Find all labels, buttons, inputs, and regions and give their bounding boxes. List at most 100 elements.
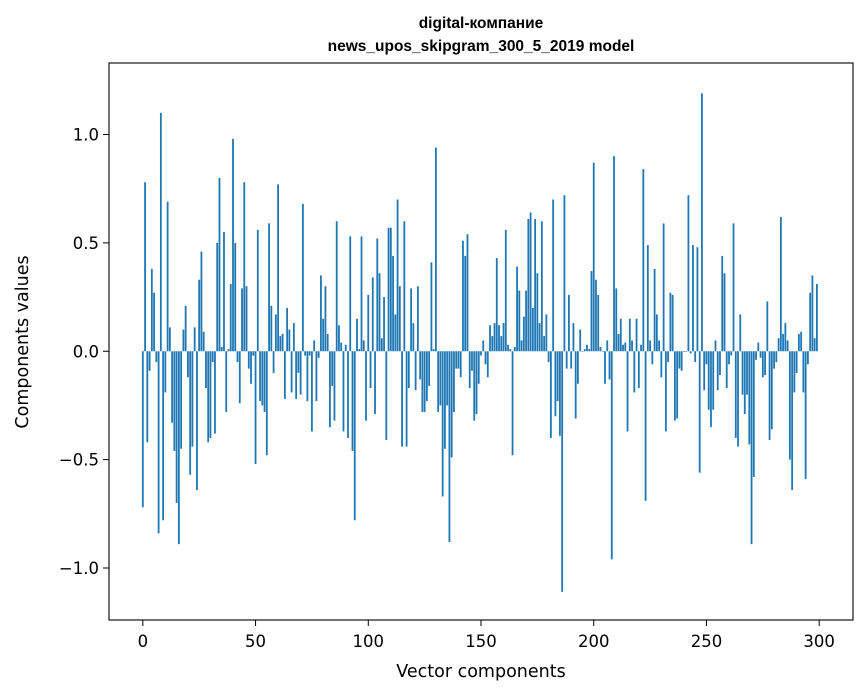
bar-89 <box>342 351 345 432</box>
bar-108 <box>385 351 388 441</box>
bar-41 <box>234 242 237 352</box>
bar-208 <box>610 351 613 560</box>
bar-169 <box>522 316 525 352</box>
x-tick-label: 100 <box>353 632 385 651</box>
bar-270 <box>750 351 753 545</box>
bar-177 <box>540 221 543 352</box>
bars-group <box>141 93 818 592</box>
bar-180 <box>547 351 550 363</box>
bar-248 <box>701 93 703 352</box>
bar-185 <box>559 351 561 436</box>
bar-181 <box>549 351 552 438</box>
bar-271 <box>752 351 755 477</box>
bar-287 <box>788 351 791 460</box>
bar-296 <box>809 292 812 352</box>
bar-140 <box>457 351 460 369</box>
bar-147 <box>473 351 476 421</box>
bar-134 <box>444 351 446 449</box>
bar-217 <box>631 340 633 352</box>
y-tick-label: −1.0 <box>59 559 99 578</box>
bar-232 <box>664 351 667 432</box>
bar-189 <box>568 294 570 352</box>
bar-58 <box>272 351 275 373</box>
bar-73 <box>306 351 309 402</box>
bar-154 <box>489 325 491 352</box>
bar-279 <box>770 351 773 430</box>
bar-297 <box>811 275 814 352</box>
bar-83 <box>329 351 331 428</box>
bar-175 <box>536 273 539 352</box>
bar-138 <box>453 351 455 412</box>
y-axis: −1.0 −0.5 0.0 0.5 1.0 <box>59 126 109 578</box>
bar-215 <box>626 351 629 432</box>
bar-20 <box>187 351 189 378</box>
bar-57 <box>270 305 273 352</box>
bar-224 <box>646 245 649 352</box>
bar-87 <box>338 325 340 352</box>
bar-285 <box>784 323 787 352</box>
bar-162 <box>507 344 509 352</box>
bar-148 <box>475 351 478 415</box>
bar-197 <box>586 344 588 352</box>
bar-230 <box>660 351 663 378</box>
y-tick-label: 0.5 <box>73 234 99 253</box>
x-tick-label: 200 <box>578 632 610 651</box>
bar-298 <box>813 338 816 352</box>
bar-122 <box>416 286 419 352</box>
bar-34 <box>218 177 221 352</box>
y-axis-label: Components values <box>13 255 33 428</box>
bar-29 <box>207 351 210 443</box>
x-tick-label: 150 <box>465 632 497 651</box>
bar-255 <box>716 351 719 391</box>
bar-56 <box>268 223 270 352</box>
bar-222 <box>642 169 645 352</box>
bar-66 <box>290 351 293 393</box>
bar-153 <box>486 351 489 378</box>
bar-241 <box>685 351 688 352</box>
bar-273 <box>757 342 760 352</box>
chart-title-line-1: digital-компание <box>419 15 544 32</box>
bar-111 <box>392 255 394 352</box>
x-tick-label: 0 <box>138 632 149 651</box>
bar-262 <box>732 223 735 352</box>
bar-127 <box>428 351 431 386</box>
bar-202 <box>597 294 600 352</box>
bar-214 <box>624 342 627 352</box>
bar-200 <box>592 162 595 352</box>
bar-292 <box>800 331 803 352</box>
bar-159 <box>500 336 503 352</box>
bar-152 <box>484 351 487 365</box>
bar-121 <box>414 351 417 391</box>
bar-210 <box>615 288 618 352</box>
bar-67 <box>292 323 295 352</box>
bar-105 <box>378 273 381 352</box>
bar-206 <box>606 340 609 352</box>
bar-207 <box>608 351 611 380</box>
bar-102 <box>371 277 374 352</box>
bar-123 <box>419 351 422 380</box>
bar-92 <box>349 236 352 352</box>
bar-242 <box>687 195 690 352</box>
bar-37 <box>225 351 228 412</box>
bar-133 <box>441 351 444 497</box>
bar-151 <box>482 340 485 352</box>
bar-272 <box>755 351 757 360</box>
bar-82 <box>326 333 329 352</box>
bar-44 <box>241 288 243 352</box>
bar-120 <box>412 323 415 352</box>
bar-238 <box>678 351 681 369</box>
bar-191 <box>572 323 575 352</box>
bar-250 <box>705 351 708 365</box>
bar-290 <box>795 351 798 373</box>
bar-146 <box>471 351 473 371</box>
bar-256 <box>719 351 721 376</box>
bar-174 <box>534 219 537 352</box>
bar-239 <box>680 351 683 371</box>
bar-281 <box>775 351 778 363</box>
bar-11 <box>166 201 169 352</box>
bar-141 <box>459 351 462 378</box>
x-axis: 0 50 100 150 200 250 300 <box>138 620 835 651</box>
bar-179 <box>545 314 548 352</box>
bar-25 <box>198 279 201 352</box>
bar-0 <box>141 351 144 508</box>
